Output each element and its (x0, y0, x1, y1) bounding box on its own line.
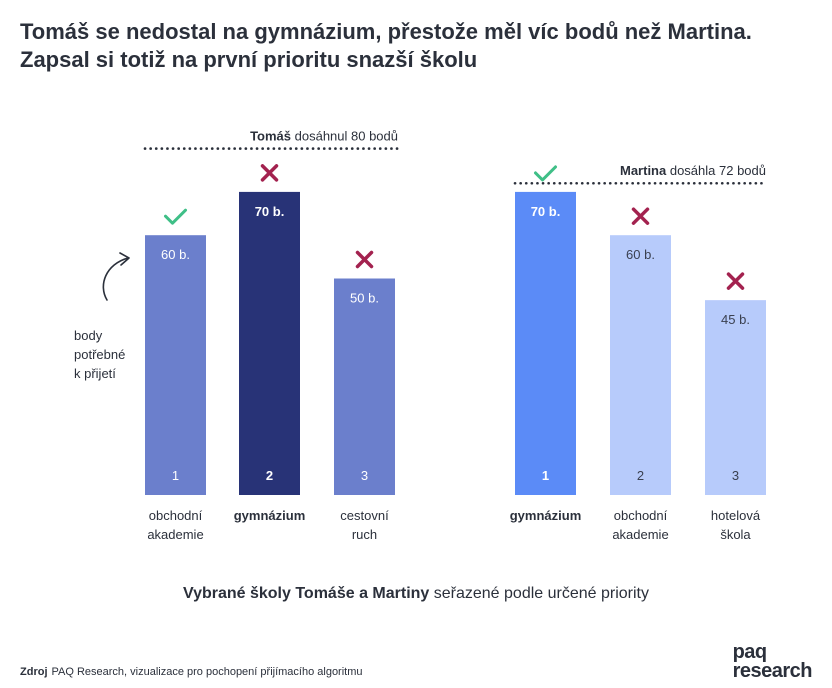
chart-title: Tomáš se nedostal na gymnázium, přestože… (20, 18, 820, 74)
martina-bar-3-priority: 3 (732, 468, 739, 483)
tomáš-score-text: dosáhnul 80 bodů (291, 129, 398, 144)
tomáš-bar-1-school-label: obchodní (149, 508, 203, 523)
paq-research-logo: paq research (732, 641, 813, 682)
tomáš-bar-3 (334, 278, 395, 495)
martina-bar-1-value-label: 70 b. (531, 204, 561, 219)
tomáš-score-label: Tomáš dosáhnul 80 bodů (250, 129, 398, 144)
title-line-1: Tomáš se nedostal na gymnázium, přestože… (20, 19, 752, 44)
tomáš-bar-3-school-label: ruch (352, 527, 377, 542)
tomáš-bar-3-cross-icon (355, 250, 374, 269)
martina-bar-1-check-icon (534, 165, 557, 182)
martina-bar-2-school-label: akademie (612, 527, 668, 542)
martina-bar-2-value-label: 60 b. (626, 247, 655, 262)
tomáš-bar-1-check-icon (164, 208, 187, 225)
martina-bar-2-school-label: obchodní (614, 508, 668, 523)
tomáš-bar-3-priority: 3 (361, 468, 368, 483)
martina-bar-2-cross-icon (631, 207, 650, 225)
tomáš-bar-2 (239, 191, 300, 495)
martina-score-label: Martina dosáhla 72 bodů (620, 163, 766, 178)
caption-rest: seřazené podle určené priority (429, 585, 649, 602)
tomáš-score-name: Tomáš (250, 129, 291, 144)
source-text: PAQ Research, vizualizace pro pochopení … (51, 666, 363, 678)
source-label: Zdroj (20, 666, 48, 678)
martina-bar-3 (705, 300, 766, 495)
tomáš-bar-2-school-label: gymnázium (234, 508, 306, 523)
martina-bar-2-priority: 2 (637, 468, 644, 483)
martina-bar-2 (610, 235, 671, 495)
annotation-arrowhead-icon (119, 252, 130, 266)
tomáš-bar-1-school-label: akademie (147, 527, 203, 542)
tomáš-bar-2-cross-icon (260, 164, 279, 182)
chart-caption: Vybrané školy Tomáše a Martiny seřazené … (0, 585, 832, 603)
martina-bar-1-priority: 1 (542, 468, 549, 483)
tomáš-bar-1-priority: 1 (172, 468, 179, 483)
caption-bold: Vybrané školy Tomáše a Martiny (182, 585, 430, 602)
martina-bar-3-school-label: škola (720, 527, 751, 542)
martina-bar-1 (515, 191, 576, 495)
annotation-text: potřebné (74, 347, 125, 362)
annotation-text: k přijetí (74, 366, 116, 381)
logo-line-1: paq (732, 641, 768, 663)
annotation-text: body (74, 328, 103, 343)
tomáš-bar-2-value-label: 70 b. (255, 204, 285, 219)
tomáš-bar-3-value-label: 50 b. (350, 291, 379, 306)
martina-bar-3-value-label: 45 b. (721, 312, 750, 327)
logo-line-2: research (732, 660, 813, 682)
title-line-2: Zapsal si totiž na první prioritu snazší… (20, 47, 478, 72)
martina-bar-3-cross-icon (726, 272, 745, 290)
martina-score-text: dosáhla 72 bodů (666, 163, 766, 178)
tomáš-bar-1-value-label: 60 b. (161, 247, 190, 262)
annotation-arrow (102, 257, 129, 301)
martina-score-name: Martina (620, 163, 667, 178)
martina-bar-1-school-label: gymnázium (510, 508, 582, 523)
tomáš-bar-3-school-label: cestovní (340, 508, 389, 523)
tomáš-bar-1 (145, 235, 206, 495)
tomáš-bar-2-priority: 2 (266, 468, 273, 483)
source-note: Zdroj PAQ Research, vizualizace pro pocho… (20, 666, 363, 678)
martina-bar-3-school-label: hotelová (711, 508, 761, 523)
